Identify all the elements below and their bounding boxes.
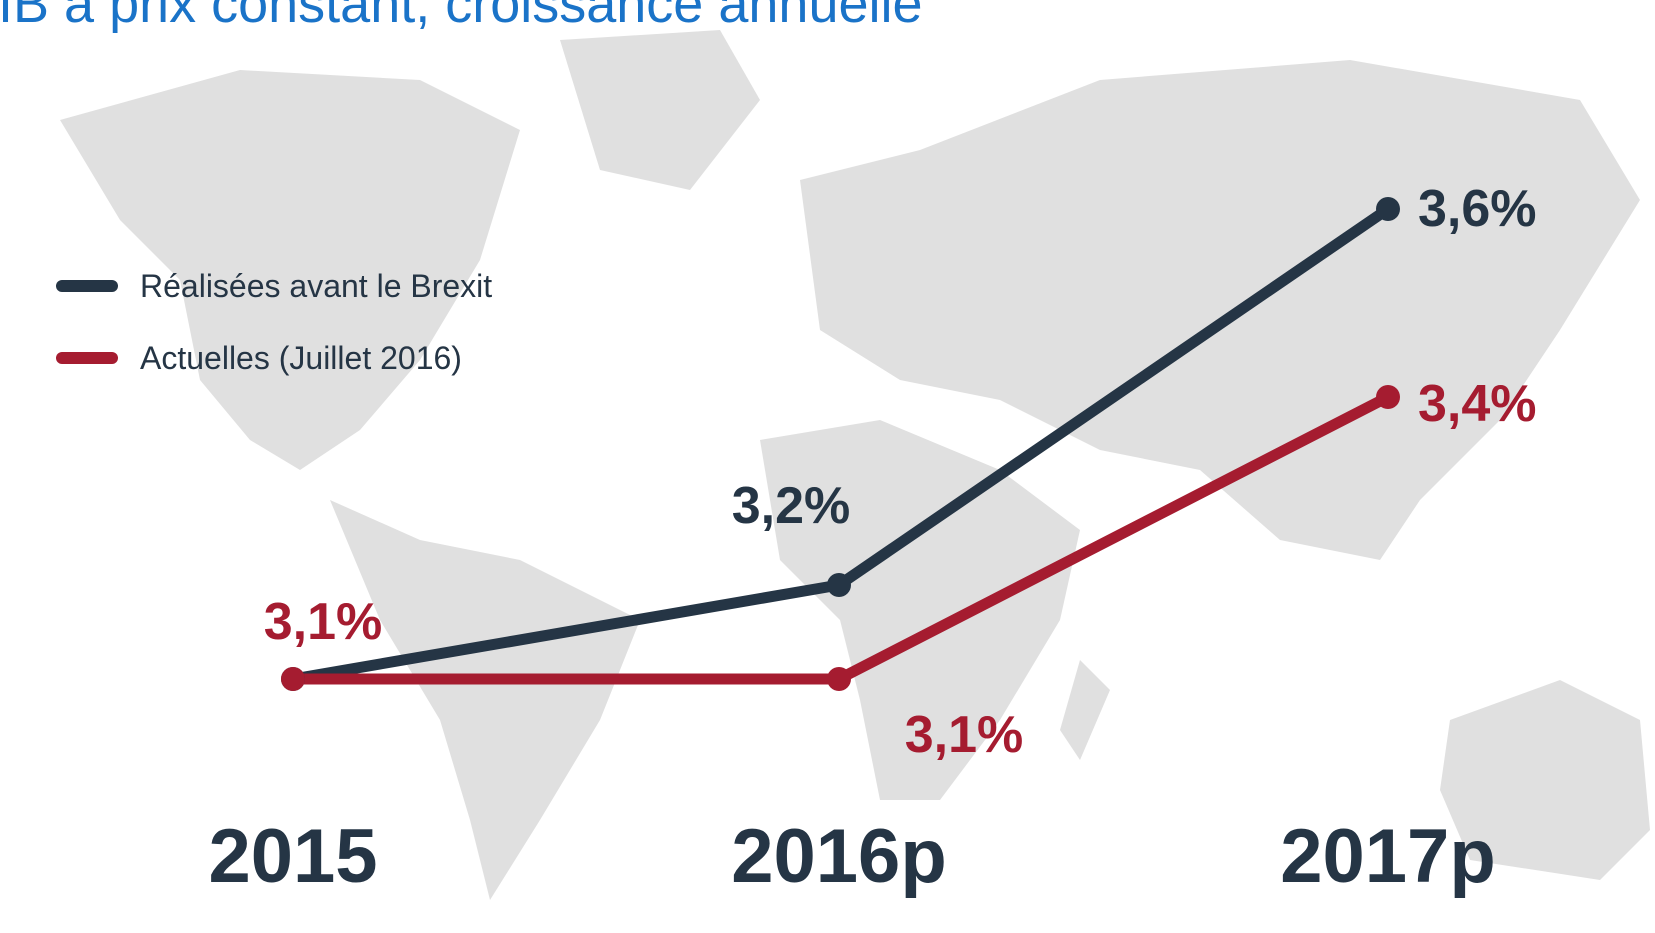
- x-tick-label: 2015: [208, 814, 377, 899]
- x-tick-label: 2017p: [1280, 814, 1496, 899]
- data-label: 3,1%: [905, 706, 1024, 764]
- data-label: 3,2%: [732, 477, 851, 535]
- point: [1376, 385, 1400, 409]
- data-label: 3,4%: [1418, 375, 1537, 433]
- x-tick-label: 2016p: [731, 814, 947, 899]
- point: [281, 667, 305, 691]
- chart-title: PIB à prix constant, croissance annuelle: [0, 0, 923, 34]
- legend-label: Réalisées avant le Brexit: [140, 268, 492, 304]
- data-label: 3,1%: [264, 593, 383, 651]
- point: [827, 667, 851, 691]
- legend-label: Actuelles (Juillet 2016): [140, 340, 462, 376]
- data-label: 3,6%: [1418, 180, 1537, 238]
- point: [827, 573, 851, 597]
- world-map: [60, 30, 1650, 900]
- plot: Réalisées avant le Brexit Actuelles (Juil…: [56, 180, 1537, 899]
- point: [1376, 197, 1400, 221]
